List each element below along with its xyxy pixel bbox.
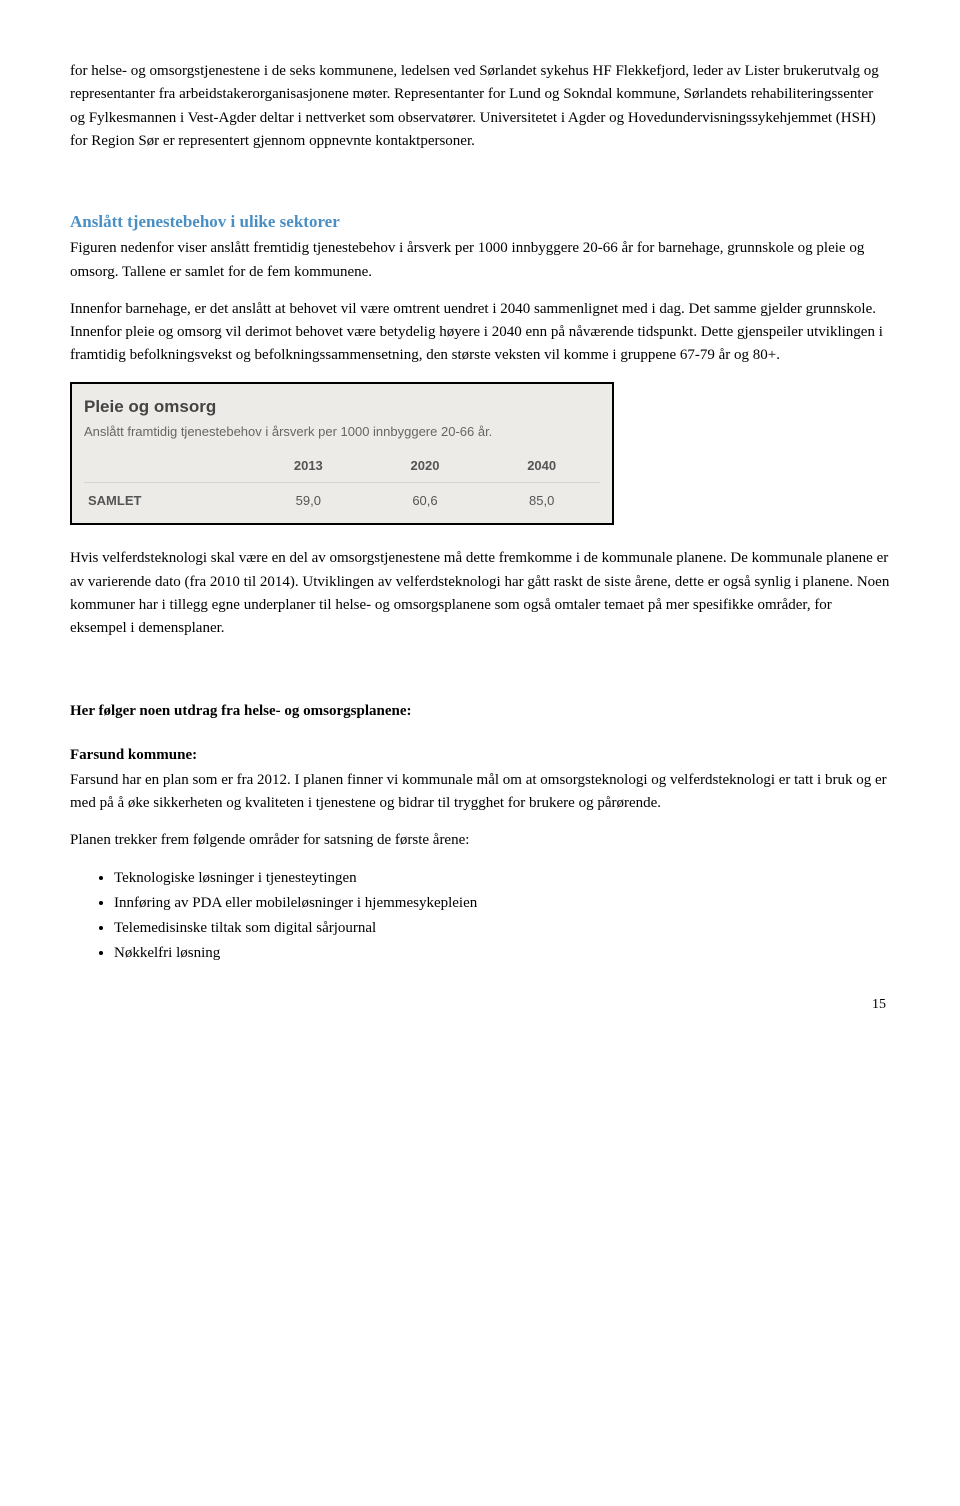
data-table: 2013 2020 2040 SAMLET 59,0 60,6 85,0	[84, 450, 600, 519]
table-header-cell: 2040	[483, 450, 600, 483]
table-subtitle: Anslått framtidig tjenestebehov i årsver…	[84, 422, 600, 442]
table-header-cell: 2013	[250, 450, 367, 483]
body-paragraph: Farsund har en plan som er fra 2012. I p…	[70, 769, 890, 816]
table-header-empty	[84, 450, 250, 483]
table-header-row: 2013 2020 2040	[84, 450, 600, 483]
list-item: Innføring av PDA eller mobileløsninger i…	[114, 892, 890, 915]
section-heading-tjenestebehov: Anslått tjenestebehov i ulike sektorer	[70, 209, 890, 235]
page-number: 15	[70, 994, 890, 1016]
list-item: Telemedisinske tiltak som digital sårjou…	[114, 917, 890, 940]
table-cell: 59,0	[250, 483, 367, 520]
body-paragraph: Planen trekker frem følgende områder for…	[70, 829, 890, 852]
table-row: SAMLET 59,0 60,6 85,0	[84, 483, 600, 520]
subheading-farsund: Farsund kommune:	[70, 744, 890, 767]
service-need-table: Pleie og omsorg Anslått framtidig tjenes…	[70, 382, 614, 526]
subheading-utdrag: Her følger noen utdrag fra helse- og oms…	[70, 700, 890, 723]
list-item: Teknologiske løsninger i tjenesteytingen	[114, 867, 890, 890]
table-cell: 85,0	[483, 483, 600, 520]
body-paragraph: for helse- og omsorgstjenestene i de sek…	[70, 60, 890, 153]
body-paragraph: Figuren nedenfor viser anslått fremtidig…	[70, 237, 890, 284]
table-row-label: SAMLET	[84, 483, 250, 520]
table-cell: 60,6	[367, 483, 484, 520]
list-item: Nøkkelfri løsning	[114, 942, 890, 965]
table-title: Pleie og omsorg	[84, 394, 600, 420]
body-paragraph: Hvis velferdsteknologi skal være en del …	[70, 547, 890, 640]
body-paragraph: Innenfor barnehage, er det anslått at be…	[70, 298, 890, 368]
bullet-list: Teknologiske løsninger i tjenesteytingen…	[70, 867, 890, 966]
table-header-cell: 2020	[367, 450, 484, 483]
